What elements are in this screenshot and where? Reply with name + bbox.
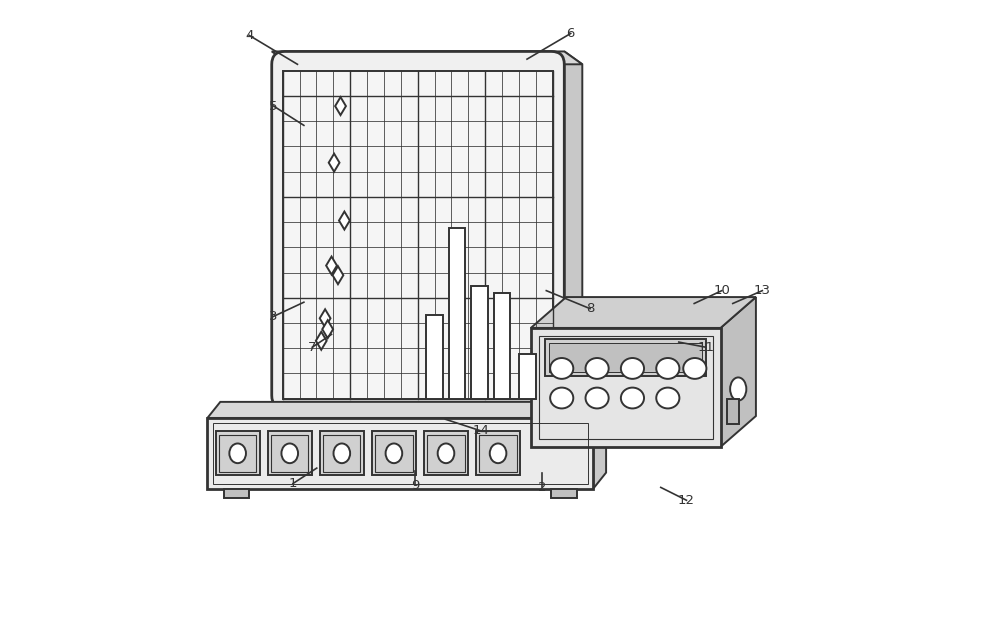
Ellipse shape [586, 358, 609, 379]
FancyBboxPatch shape [219, 435, 256, 472]
Ellipse shape [656, 388, 679, 408]
Ellipse shape [683, 358, 706, 379]
Text: 9: 9 [411, 479, 419, 492]
Ellipse shape [550, 388, 573, 408]
FancyBboxPatch shape [272, 51, 564, 408]
Ellipse shape [396, 404, 424, 413]
Ellipse shape [656, 358, 679, 379]
Ellipse shape [351, 432, 469, 458]
Polygon shape [272, 51, 582, 64]
FancyBboxPatch shape [476, 431, 520, 475]
Polygon shape [320, 309, 331, 327]
Ellipse shape [621, 388, 644, 408]
Ellipse shape [386, 444, 402, 463]
FancyBboxPatch shape [271, 435, 308, 472]
Ellipse shape [586, 388, 609, 408]
Ellipse shape [334, 444, 350, 463]
FancyBboxPatch shape [727, 399, 739, 424]
Text: 14: 14 [472, 424, 489, 437]
Polygon shape [316, 332, 327, 350]
Polygon shape [721, 297, 756, 447]
FancyBboxPatch shape [545, 339, 706, 376]
Ellipse shape [396, 427, 424, 435]
FancyBboxPatch shape [268, 431, 312, 475]
FancyBboxPatch shape [494, 293, 510, 399]
Polygon shape [339, 212, 350, 230]
FancyBboxPatch shape [396, 408, 424, 431]
Ellipse shape [550, 358, 573, 379]
Ellipse shape [730, 377, 746, 401]
Text: 12: 12 [678, 494, 695, 507]
Text: 3: 3 [269, 310, 278, 323]
FancyBboxPatch shape [372, 431, 416, 475]
Polygon shape [564, 51, 582, 421]
Ellipse shape [229, 444, 246, 463]
FancyBboxPatch shape [531, 328, 721, 447]
Ellipse shape [351, 450, 469, 476]
Text: 7: 7 [308, 341, 316, 354]
Polygon shape [335, 97, 346, 115]
FancyBboxPatch shape [471, 286, 488, 399]
Polygon shape [531, 297, 756, 328]
Polygon shape [322, 320, 333, 338]
Text: 2: 2 [538, 481, 546, 494]
Ellipse shape [438, 444, 454, 463]
Polygon shape [329, 154, 340, 172]
Polygon shape [351, 445, 469, 463]
FancyBboxPatch shape [426, 315, 443, 399]
FancyBboxPatch shape [207, 418, 593, 489]
FancyBboxPatch shape [449, 228, 465, 399]
Text: 11: 11 [697, 341, 714, 354]
FancyBboxPatch shape [479, 435, 517, 472]
FancyBboxPatch shape [375, 435, 413, 472]
Text: 10: 10 [713, 284, 730, 297]
FancyBboxPatch shape [427, 435, 465, 472]
Text: 13: 13 [754, 284, 771, 297]
Text: 5: 5 [269, 100, 278, 113]
Polygon shape [333, 266, 343, 284]
Ellipse shape [621, 358, 644, 379]
FancyBboxPatch shape [320, 431, 364, 475]
Text: 6: 6 [567, 27, 575, 40]
FancyBboxPatch shape [424, 431, 468, 475]
Ellipse shape [281, 444, 298, 463]
FancyBboxPatch shape [519, 354, 536, 399]
FancyBboxPatch shape [224, 489, 249, 498]
Text: 8: 8 [586, 302, 594, 315]
FancyBboxPatch shape [216, 431, 260, 475]
Text: 1: 1 [289, 477, 297, 490]
FancyBboxPatch shape [283, 71, 553, 399]
Polygon shape [326, 257, 337, 275]
FancyBboxPatch shape [551, 489, 577, 498]
Polygon shape [207, 402, 606, 418]
FancyBboxPatch shape [323, 435, 360, 472]
Polygon shape [593, 402, 606, 489]
Text: 4: 4 [245, 29, 253, 42]
Ellipse shape [490, 444, 506, 463]
FancyBboxPatch shape [549, 343, 702, 372]
